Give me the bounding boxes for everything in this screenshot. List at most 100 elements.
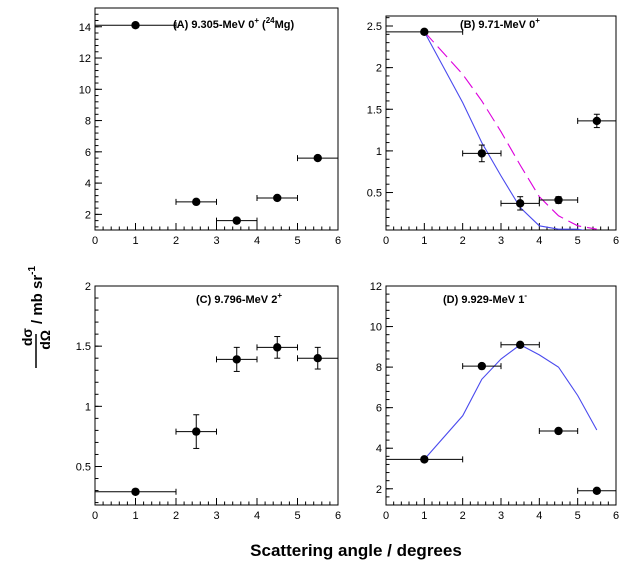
y-label-units: / mb sr	[29, 275, 46, 324]
data-point	[592, 116, 602, 126]
plot-frame	[385, 285, 617, 506]
x-tick-label: 6	[613, 510, 619, 522]
y-label-numerator: dσ	[19, 328, 35, 347]
y-tick-label: 6	[85, 147, 91, 159]
x-tick-label: 0	[383, 510, 389, 522]
x-tick-label: 1	[421, 235, 427, 247]
y-tick-label: 1	[376, 146, 382, 158]
data-point	[192, 197, 201, 207]
data-point	[592, 486, 602, 496]
x-tick-label: 3	[213, 235, 219, 247]
x-tick-label: 3	[498, 510, 504, 522]
data-point	[477, 149, 487, 158]
y-tick-label: 0.5	[367, 188, 382, 200]
y-tick-label: 0.5	[76, 461, 91, 473]
data-point	[313, 153, 322, 163]
panel-title-sup: 24	[266, 16, 275, 25]
x-tick-label: 4	[536, 235, 542, 247]
x-tick-label: 6	[335, 510, 341, 522]
x-tick-label: 6	[335, 235, 341, 247]
data-point	[313, 353, 322, 363]
plot-frame	[385, 15, 617, 231]
y-tick-label: 4	[376, 443, 382, 455]
data-point	[477, 361, 487, 371]
x-tick-label: 2	[173, 510, 179, 522]
panel-title-end: Mg)	[275, 19, 295, 31]
panel-c: 0 1 2 3 4 5 6 0.5 1 1.5 2 (C) 9.796-MeV 2+	[76, 281, 341, 522]
panel-title-sup: -	[524, 291, 527, 300]
data-point	[273, 343, 282, 352]
panel-b: 0 1 2 3 4 5 6 0.5 1 1.5 2 2.5 (B) 9.71-MeV 0+	[367, 15, 619, 247]
x-tick-label: 0	[92, 235, 98, 247]
y-tick-label: 2	[376, 63, 382, 75]
y-tick-label: 12	[79, 53, 91, 65]
x-tick-label: 2	[460, 510, 466, 522]
plot-frame	[94, 7, 339, 231]
plot-frame	[94, 285, 339, 506]
x-tick-label: 4	[536, 510, 542, 522]
panel-title-main: (B) 9.71-MeV 0	[460, 19, 535, 31]
x-tick-label: 1	[421, 510, 427, 522]
panel-title-main: (D) 9.929-MeV 1	[443, 294, 524, 306]
data-point	[192, 427, 201, 436]
x-tick-label: 2	[173, 235, 179, 247]
x-tick-label: 5	[294, 235, 300, 247]
data-point	[420, 27, 429, 37]
y-label-denominator: dΩ	[37, 330, 53, 350]
x-tick-label: 5	[575, 235, 581, 247]
y-tick-label: 12	[370, 281, 382, 293]
data-point	[515, 199, 525, 208]
y-tick-label: 8	[85, 116, 91, 128]
data-point	[232, 355, 241, 364]
y-tick-label: 6	[376, 403, 382, 415]
data-point	[131, 20, 140, 30]
panel-title: (B) 9.71-MeV 0+	[460, 16, 540, 31]
x-axis-label: Scattering angle / degrees	[250, 541, 462, 560]
x-tick-label: 5	[294, 510, 300, 522]
x-tick-label: 5	[575, 510, 581, 522]
model-curve-dashed	[423, 31, 597, 230]
x-tick-label: 1	[132, 510, 138, 522]
data-point	[554, 426, 563, 436]
model-curve-solid	[423, 31, 586, 230]
y-tick-label: 4	[85, 178, 91, 190]
data-point	[554, 195, 563, 205]
panel-title-main: (C) 9.796-MeV 2	[196, 294, 277, 306]
x-tick-label: 0	[92, 510, 98, 522]
y-tick-label: 10	[79, 84, 91, 96]
x-tick-label: 3	[213, 510, 219, 522]
data-point	[131, 487, 140, 496]
x-tick-label: 4	[254, 510, 260, 522]
y-axis-label: dσ dΩ / mb sr-1	[19, 265, 53, 368]
y-tick-label: 1	[85, 401, 91, 413]
svg-text:/ mb sr-1: / mb sr-1	[27, 265, 46, 324]
panel-title-sup: +	[277, 291, 282, 300]
panel-title-main: (A) 9.305-MeV 0	[173, 19, 254, 31]
y-tick-label: 10	[370, 322, 382, 334]
y-tick-label: 1.5	[367, 104, 382, 116]
y-tick-label: 14	[79, 22, 91, 34]
panel-title-sup: +	[254, 16, 259, 25]
data-point	[515, 340, 525, 350]
data-point	[420, 455, 429, 464]
panel-title-mid: (	[259, 19, 266, 31]
y-tick-label: 2	[376, 484, 382, 496]
panel-title: (C) 9.796-MeV 2+	[196, 291, 282, 306]
data-point	[232, 216, 241, 225]
data-point	[273, 193, 282, 203]
panel-title-sup: +	[535, 16, 540, 25]
x-tick-label: 1	[132, 235, 138, 247]
x-tick-label: 2	[460, 235, 466, 247]
panel-title: (A) 9.305-MeV 0+ (24Mg)	[173, 16, 295, 31]
y-tick-label: 2	[85, 281, 91, 293]
y-label-exponent: -1	[27, 265, 38, 274]
x-tick-label: 0	[383, 235, 389, 247]
y-tick-label: 8	[376, 362, 382, 374]
x-tick-label: 4	[254, 235, 260, 247]
y-tick-label: 2	[85, 209, 91, 221]
y-tick-label: 2.5	[367, 21, 382, 33]
model-curve-solid	[423, 344, 598, 460]
